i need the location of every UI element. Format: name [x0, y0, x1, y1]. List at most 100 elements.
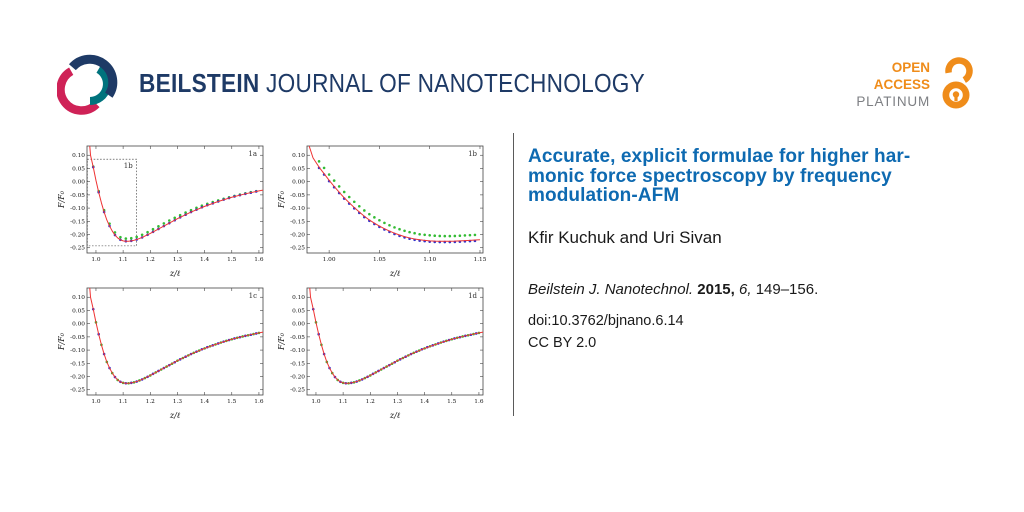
svg-text:-0.20: -0.20: [70, 233, 85, 239]
svg-text:-0.05: -0.05: [290, 193, 305, 199]
svg-text:-0.20: -0.20: [290, 233, 305, 239]
svg-text:-0.10: -0.10: [70, 348, 85, 354]
svg-text:1.3: 1.3: [393, 399, 403, 405]
svg-text:1.5: 1.5: [447, 399, 457, 405]
citation-journal: Beilstein J. Nanotechnol.: [528, 280, 694, 298]
svg-text:-0.25: -0.25: [70, 388, 85, 394]
svg-text:0.00: 0.00: [72, 322, 85, 328]
svg-text:1.3: 1.3: [173, 257, 183, 263]
svg-text:0.00: 0.00: [72, 180, 85, 186]
citation-pages: 149–156.: [755, 280, 819, 298]
svg-text:-0.05: -0.05: [290, 335, 305, 341]
citation-year: 2015,: [697, 280, 735, 298]
title-line-3: modulation-AFM: [528, 185, 680, 206]
svg-text:-0.25: -0.25: [290, 246, 305, 252]
open-access-badge: OPEN ACCESS PLATINUM: [856, 55, 977, 113]
plot-1b: 1.00 1.05 1.10 1.15 0.10 0.05 0.00 -0.05 -0.10 -0…: [275, 140, 490, 280]
svg-text:-0.15: -0.15: [290, 361, 305, 367]
svg-text:1.0: 1.0: [311, 399, 321, 405]
svg-text:0.05: 0.05: [72, 308, 85, 314]
title-line-1: Accurate, explicit formulae for higher h…: [528, 146, 911, 167]
svg-text:0.00: 0.00: [292, 322, 305, 328]
svg-text:1.6: 1.6: [254, 399, 264, 405]
brand-wordmark: BEILSTEIN JOURNAL OF NANOTECHNOLOGY: [139, 68, 645, 99]
svg-text:-0.05: -0.05: [70, 335, 85, 341]
svg-text:0.10: 0.10: [292, 153, 305, 159]
article-doi: doi:10.3762/bjnano.6.14: [528, 312, 684, 329]
svg-text:1.2: 1.2: [146, 399, 156, 405]
open-access-label: OPEN ACCESS PLATINUM: [856, 59, 930, 110]
svg-text:F/F₀: F/F₀: [57, 190, 66, 209]
svg-text:1.0: 1.0: [91, 257, 101, 263]
svg-text:1b: 1b: [468, 150, 477, 158]
svg-text:0.05: 0.05: [292, 166, 305, 172]
beilstein-swirl-icon: [57, 54, 118, 115]
svg-text:-0.15: -0.15: [290, 219, 305, 225]
svg-text:0.05: 0.05: [72, 166, 85, 172]
svg-text:0.00: 0.00: [292, 180, 305, 186]
svg-text:1.4: 1.4: [420, 399, 430, 405]
divider-line: [513, 133, 514, 416]
svg-text:1.6: 1.6: [474, 399, 484, 405]
svg-text:1.5: 1.5: [227, 399, 237, 405]
svg-text:1.2: 1.2: [366, 399, 376, 405]
svg-text:0.10: 0.10: [72, 153, 85, 159]
svg-text:0.10: 0.10: [72, 295, 85, 301]
oa-access-label: ACCESS: [873, 76, 930, 92]
brand-name-bold: BEILSTEIN: [139, 67, 260, 98]
svg-text:1.1: 1.1: [339, 399, 348, 405]
open-lock-icon: [942, 57, 973, 109]
svg-text:z/ℓ: z/ℓ: [169, 269, 181, 278]
oa-platinum-label: PLATINUM: [856, 93, 930, 109]
svg-text:1.4: 1.4: [200, 257, 210, 263]
svg-text:1.3: 1.3: [173, 399, 183, 405]
svg-text:-0.15: -0.15: [70, 219, 85, 225]
plot-1c: 1.0 1.1 1.2 1.3 1.4 1.5 1.6 0.10 0.05 0.00 -0.05 -0…: [55, 282, 270, 422]
svg-text:F/F₀: F/F₀: [277, 190, 286, 209]
svg-text:-0.20: -0.20: [290, 375, 305, 381]
svg-text:1.00: 1.00: [323, 257, 336, 263]
oa-open-label: OPEN: [891, 59, 930, 75]
svg-text:1.1: 1.1: [119, 399, 128, 405]
svg-text:1.05: 1.05: [373, 257, 386, 263]
svg-text:0.05: 0.05: [292, 308, 305, 314]
svg-text:1.15: 1.15: [474, 257, 487, 263]
svg-text:-0.10: -0.10: [290, 348, 305, 354]
svg-text:-0.20: -0.20: [70, 375, 85, 381]
svg-text:z/ℓ: z/ℓ: [389, 269, 401, 278]
svg-text:-0.25: -0.25: [70, 246, 85, 252]
plot-1a: 1.0 1.1 1.2 1.3 1.4 1.5 1.6 0.10 0.05 0.00 -0.05 -0…: [55, 140, 270, 280]
svg-text:-0.25: -0.25: [290, 388, 305, 394]
svg-text:1.0: 1.0: [91, 399, 101, 405]
svg-text:1.6: 1.6: [254, 257, 264, 263]
svg-text:F/F₀: F/F₀: [277, 332, 286, 351]
svg-text:z/ℓ: z/ℓ: [389, 411, 401, 420]
article-citation: Beilstein J. Nanotechnol. 2015, 6, 149–1…: [528, 281, 996, 298]
article-authors: Kfir Kuchuk and Uri Sivan: [528, 227, 722, 247]
svg-text:1.2: 1.2: [146, 257, 156, 263]
svg-text:1a: 1a: [248, 150, 257, 158]
svg-text:1c: 1c: [249, 292, 257, 300]
brand-name-light: JOURNAL OF NANOTECHNOLOGY: [266, 67, 646, 98]
svg-text:z/ℓ: z/ℓ: [169, 411, 181, 420]
svg-text:1d: 1d: [468, 292, 477, 300]
svg-text:1b: 1b: [124, 162, 133, 170]
article-title: Accurate, explicit formulae for higher h…: [528, 147, 996, 206]
svg-text:0.10: 0.10: [292, 295, 305, 301]
svg-text:1.5: 1.5: [227, 257, 237, 263]
svg-text:1.1: 1.1: [119, 257, 128, 263]
svg-text:1.4: 1.4: [200, 399, 210, 405]
plot-1d: 1.0 1.1 1.2 1.3 1.4 1.5 1.6 0.10 0.05 0.00 -0.05 -0…: [275, 282, 490, 422]
article-panel: Accurate, explicit formulae for higher h…: [528, 147, 996, 352]
beilstein-logo: BEILSTEIN JOURNAL OF NANOTECHNOLOGY: [57, 50, 721, 116]
svg-text:-0.15: -0.15: [70, 361, 85, 367]
svg-text:1.10: 1.10: [423, 257, 436, 263]
title-line-2: monic force spectroscopy by frequency: [528, 165, 892, 187]
article-license: CC BY 2.0: [528, 334, 597, 351]
svg-text:-0.05: -0.05: [70, 193, 85, 199]
svg-text:-0.10: -0.10: [290, 206, 305, 212]
citation-volume: 6,: [739, 280, 752, 298]
svg-text:F/F₀: F/F₀: [57, 332, 66, 351]
svg-text:-0.10: -0.10: [70, 206, 85, 212]
